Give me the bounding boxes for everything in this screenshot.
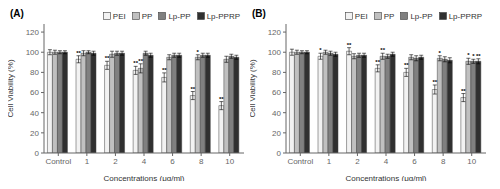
svg-text:100: 100 <box>268 48 282 57</box>
svg-text:**: ** <box>219 96 224 102</box>
svg-text:Cell Viability (%): Cell Viability (%) <box>8 59 15 117</box>
svg-text:**: ** <box>105 55 110 61</box>
html-text:PEI: PEI <box>354 11 368 21</box>
html-text:Lp-PP: Lp-PP <box>410 11 433 21</box>
svg-text:**: ** <box>76 50 81 56</box>
svg-text:**: ** <box>138 58 143 64</box>
svg-text:*: * <box>467 52 470 58</box>
svg-text:Control: Control <box>45 157 71 166</box>
svg-text:**: ** <box>162 67 167 73</box>
svg-text:**: ** <box>461 88 466 94</box>
svg-text:**: ** <box>190 86 195 92</box>
svg-text:10: 10 <box>467 157 476 166</box>
html-text:PP: PP <box>383 11 395 21</box>
svg-text:6: 6 <box>412 157 417 166</box>
svg-text:**: ** <box>347 42 352 48</box>
svg-text:**: ** <box>375 59 380 65</box>
svg-text:6: 6 <box>170 157 175 166</box>
html-text:PP: PP <box>141 11 153 21</box>
svg-text:**: ** <box>404 62 409 68</box>
svg-text:*: * <box>472 53 475 59</box>
svg-text:80: 80 <box>30 68 39 77</box>
svg-text:120: 120 <box>26 28 40 37</box>
svg-text:4: 4 <box>384 157 389 166</box>
svg-text:8: 8 <box>199 157 204 166</box>
svg-text:*: * <box>319 47 322 53</box>
svg-text:**: ** <box>380 47 385 53</box>
svg-text:4: 4 <box>142 157 147 166</box>
html-text:Lp-PP: Lp-PP <box>168 11 191 21</box>
html-text:Lp-PPRP: Lp-PPRP <box>448 11 482 21</box>
svg-text:80: 80 <box>272 68 281 77</box>
svg-text:20: 20 <box>30 129 39 138</box>
svg-text:60: 60 <box>30 88 39 97</box>
html-text:Lp-PPRP: Lp-PPRP <box>206 11 240 21</box>
svg-text:Concentrations (μg/ml): Concentrations (μg/ml) <box>103 174 184 181</box>
svg-text:40: 40 <box>30 109 39 118</box>
svg-text:8: 8 <box>441 157 446 166</box>
svg-text:120: 120 <box>268 28 282 37</box>
svg-text:Concentrations (μg/ml): Concentrations (μg/ml) <box>345 174 426 181</box>
svg-text:1: 1 <box>327 157 332 166</box>
svg-text:**: ** <box>432 79 437 85</box>
svg-text:40: 40 <box>272 109 281 118</box>
svg-text:20: 20 <box>272 129 281 138</box>
svg-text:0: 0 <box>35 149 40 158</box>
svg-text:0: 0 <box>277 149 282 158</box>
svg-text:2: 2 <box>355 157 360 166</box>
html-text:(A): (A) <box>10 8 24 19</box>
svg-text:Control: Control <box>287 157 313 166</box>
svg-text:*: * <box>439 50 442 56</box>
svg-text:Cell Viability (%): Cell Viability (%) <box>250 59 257 117</box>
svg-text:1: 1 <box>85 157 90 166</box>
svg-text:2: 2 <box>113 157 118 166</box>
svg-text:**: ** <box>476 53 481 59</box>
svg-text:100: 100 <box>26 48 40 57</box>
svg-text:10: 10 <box>225 157 234 166</box>
html-text:PEI: PEI <box>112 11 126 21</box>
svg-text:60: 60 <box>272 88 281 97</box>
svg-text:*: * <box>197 49 200 55</box>
html-text:(B): (B) <box>252 8 266 19</box>
